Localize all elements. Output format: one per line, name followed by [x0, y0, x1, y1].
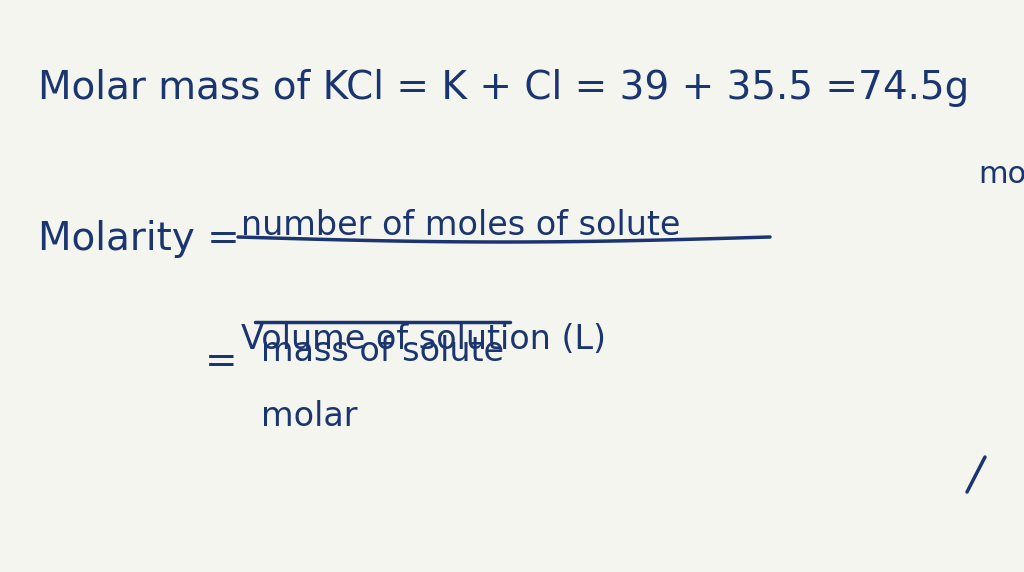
- Text: =: =: [205, 343, 238, 381]
- Text: Molarity =: Molarity =: [38, 220, 240, 258]
- Text: Molar mass of KCl = K + Cl = 39 + 35.5 =74.5g: Molar mass of KCl = K + Cl = 39 + 35.5 =…: [38, 69, 969, 106]
- Text: mass of solute: mass of solute: [261, 335, 504, 368]
- Text: molar: molar: [261, 400, 357, 434]
- Text: mol: mol: [978, 160, 1024, 189]
- Text: number of moles of solute: number of moles of solute: [241, 209, 680, 242]
- Text: Volume of solution (L): Volume of solution (L): [241, 323, 605, 356]
